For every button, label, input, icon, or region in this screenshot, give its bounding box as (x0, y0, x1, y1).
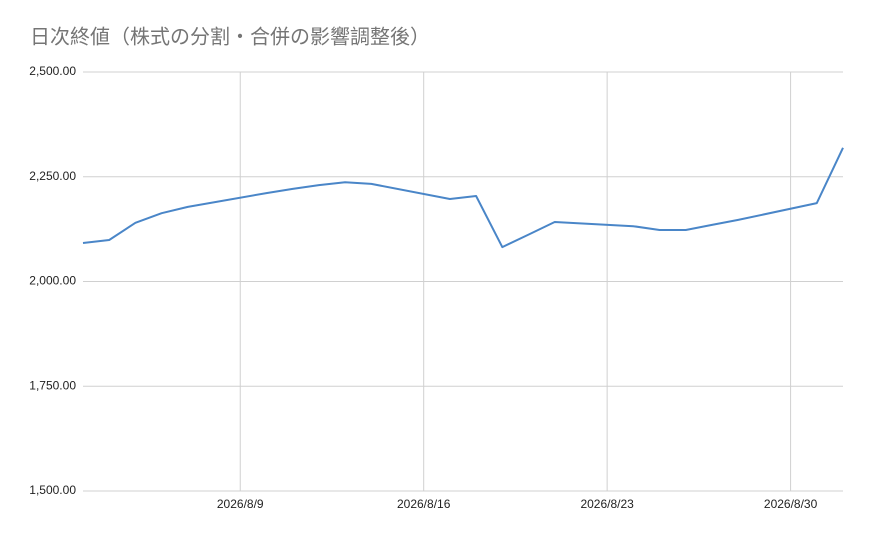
y-tick-label: 2,250.00 (29, 169, 76, 183)
data-line (82, 147, 844, 249)
x-tick-label: 2026/8/9 (217, 497, 264, 511)
y-tick-label: 1,500.00 (29, 483, 76, 497)
y-tick-label: 1,750.00 (29, 378, 76, 392)
x-tick-label: 2026/8/30 (764, 497, 818, 511)
x-tick-label: 2026/8/23 (580, 497, 634, 511)
y-tick-label: 2,500.00 (29, 64, 76, 78)
y-tick-label: 2,000.00 (29, 274, 76, 288)
chart-title: 日次終値（株式の分割・合併の影響調整後） (30, 25, 430, 48)
x-tick-label: 2026/8/16 (397, 497, 451, 511)
